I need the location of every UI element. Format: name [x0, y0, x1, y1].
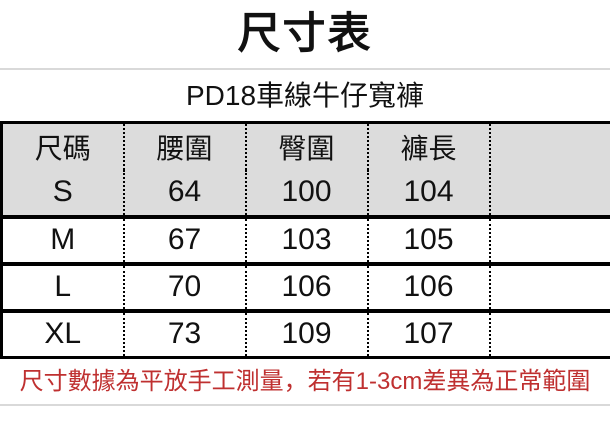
cell-hip: 106	[244, 263, 368, 311]
cell-empty	[488, 216, 610, 264]
measurement-note: 尺寸數據為平放手工測量，若有1-3cm差異為正常範圍	[19, 368, 591, 395]
col-header-empty	[488, 122, 610, 170]
cell-length: 107	[366, 310, 490, 358]
cell-size: XL	[44, 317, 82, 351]
col-header-length: 褲長	[366, 122, 490, 170]
cell-length: 104	[366, 169, 490, 217]
table-row-s: S 64 100 104	[1, 169, 610, 217]
cell-waist: 70	[122, 263, 246, 311]
cell-waist: 73	[122, 310, 246, 358]
col-header-waist: 腰圍	[122, 122, 246, 170]
size-table: 尺碼 腰圍 臀圍 褲長 S 64 100 104 M 67 103 105	[0, 121, 610, 359]
cell-empty	[488, 310, 610, 358]
col-header-hip: 臀圍	[244, 122, 368, 170]
table-row-xl: XL 73 109 107	[1, 310, 610, 358]
cell-hip: 103	[244, 216, 368, 264]
cell-empty	[488, 169, 610, 217]
cell-waist: 64	[122, 169, 246, 217]
cell-size: S	[52, 175, 73, 208]
cell-length: 106	[366, 263, 490, 311]
cell-hip: 109	[244, 310, 368, 358]
cell-waist: 67	[122, 216, 246, 264]
page-title: 尺寸表	[237, 10, 373, 58]
cell-empty	[488, 263, 610, 311]
cell-length: 105	[366, 216, 490, 264]
cell-hip: 100	[244, 169, 368, 217]
col-header-size: 尺碼	[34, 132, 91, 164]
table-row-m: M 67 103 105	[1, 216, 610, 264]
table-header-row: 尺碼 腰圍 臀圍 褲長	[1, 122, 610, 170]
bottom-divider	[0, 404, 610, 406]
product-name: PD18車線牛仔寬褲	[185, 80, 425, 111]
cell-size: M	[50, 223, 76, 256]
title-divider	[0, 68, 610, 70]
cell-size: L	[54, 270, 72, 303]
table-row-l: L 70 106 106	[1, 263, 610, 311]
